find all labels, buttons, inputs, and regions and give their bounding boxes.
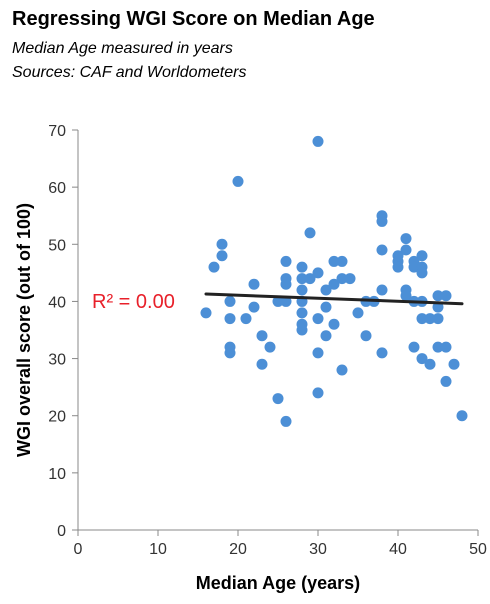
data-point [448, 358, 460, 370]
data-point [440, 375, 452, 387]
data-point [352, 307, 364, 319]
data-point [416, 313, 428, 325]
x-tick-label: 50 [469, 541, 487, 558]
r-squared-annotation: R² = 0.00 [92, 291, 175, 313]
y-tick-label: 70 [48, 123, 66, 140]
y-axis-title: WGI overall score (out of 100) [14, 203, 34, 457]
data-point [400, 233, 412, 245]
data-point [296, 307, 308, 319]
data-point [424, 358, 436, 370]
x-axis-title: Median Age (years) [196, 573, 360, 593]
data-point [344, 273, 356, 285]
data-point [216, 238, 228, 250]
data-point [424, 313, 436, 325]
data-point [336, 364, 348, 376]
data-point [416, 250, 428, 262]
data-point [456, 410, 468, 422]
data-point [336, 273, 348, 285]
ticks: 0 10 20 30 40 50 0 10 20 30 40 50 60 70 [48, 123, 487, 558]
data-point [296, 284, 308, 296]
x-tick-label: 10 [149, 541, 167, 558]
data-point [272, 295, 284, 307]
chart-title: Regressing WGI Score on Median Age [12, 8, 375, 30]
data-point [376, 244, 388, 256]
data-point [304, 273, 316, 285]
data-point [312, 387, 324, 399]
x-tick-label: 40 [389, 541, 407, 558]
data-point [440, 341, 452, 353]
data-point [320, 301, 332, 313]
data-point [400, 244, 412, 256]
chart-subtitle-line-1: Median Age measured in years [12, 40, 233, 57]
data-point [240, 313, 252, 325]
data-point [296, 261, 308, 273]
data-point [312, 267, 324, 279]
data-point [328, 318, 340, 330]
data-point [320, 330, 332, 342]
data-point [224, 313, 236, 325]
data-point [208, 261, 220, 273]
data-point [416, 353, 428, 365]
data-point [392, 261, 404, 273]
data-point [440, 290, 452, 302]
data-point [416, 267, 428, 279]
y-tick-label: 0 [57, 523, 66, 540]
data-point [280, 255, 292, 267]
data-point [312, 347, 324, 359]
data-point [336, 255, 348, 267]
data-point [248, 301, 260, 313]
data-point [280, 415, 292, 427]
y-tick-label: 60 [48, 180, 66, 197]
data-point [256, 358, 268, 370]
y-tick-label: 40 [48, 294, 66, 311]
data-point [376, 284, 388, 296]
data-point [256, 330, 268, 342]
data-points [200, 135, 468, 427]
x-tick-label: 30 [309, 541, 327, 558]
data-point [224, 347, 236, 359]
data-point [280, 278, 292, 290]
chart-subtitle-line-2: Sources: CAF and Worldometers [12, 64, 247, 81]
data-point [432, 313, 444, 325]
axes [77, 130, 478, 531]
data-point [272, 393, 284, 405]
data-point [400, 290, 412, 302]
data-point [296, 273, 308, 285]
data-point [248, 278, 260, 290]
y-tick-label: 20 [48, 409, 66, 426]
regression-line [204, 292, 464, 306]
data-point [328, 278, 340, 290]
data-point [312, 313, 324, 325]
data-point [280, 295, 292, 307]
data-point [264, 341, 276, 353]
data-point [232, 175, 244, 187]
data-point [304, 227, 316, 239]
x-tick-label: 0 [74, 541, 83, 558]
y-tick-label: 30 [48, 352, 66, 369]
data-point [408, 261, 420, 273]
data-point [328, 255, 340, 267]
data-point [216, 250, 228, 262]
data-point [432, 341, 444, 353]
data-point [376, 347, 388, 359]
data-point [320, 284, 332, 296]
x-tick-label: 20 [229, 541, 247, 558]
data-point [296, 324, 308, 336]
data-point [200, 307, 212, 319]
data-point [360, 330, 372, 342]
data-point [408, 341, 420, 353]
data-point [224, 295, 236, 307]
y-tick-label: 10 [48, 466, 66, 483]
y-tick-label: 50 [48, 237, 66, 254]
data-point [312, 135, 324, 147]
data-point [376, 215, 388, 227]
data-point [432, 290, 444, 302]
